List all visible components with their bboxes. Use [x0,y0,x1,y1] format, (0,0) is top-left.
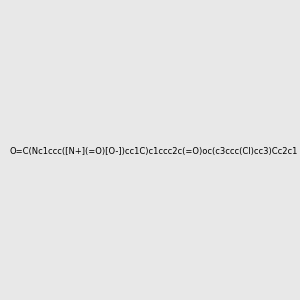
Text: O=C(Nc1ccc([N+](=O)[O-])cc1C)c1ccc2c(=O)oc(c3ccc(Cl)cc3)Cc2c1: O=C(Nc1ccc([N+](=O)[O-])cc1C)c1ccc2c(=O)… [10,147,298,156]
